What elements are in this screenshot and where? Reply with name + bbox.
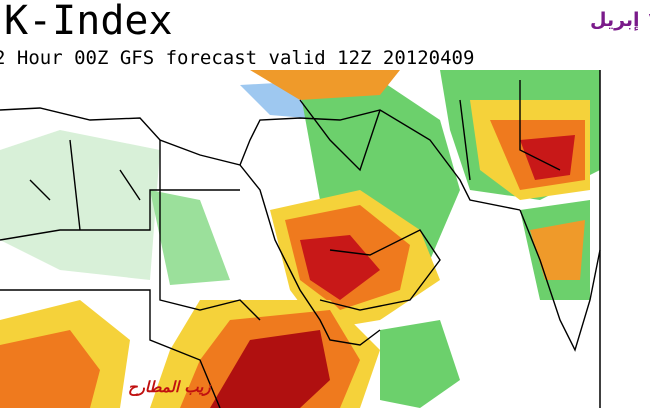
field-red [300, 235, 380, 300]
field-orange [0, 330, 100, 408]
field-pale-green [0, 130, 160, 280]
coastline [519, 209, 601, 352]
map-title: K-Index [4, 0, 173, 44]
field-red [520, 135, 575, 180]
field-orange [250, 70, 400, 100]
border [299, 80, 561, 181]
field-green [150, 190, 230, 285]
coastline [319, 229, 441, 311]
border [0, 139, 221, 408]
field-red [210, 330, 330, 408]
watermark: زيب المطارح [128, 378, 211, 396]
border [29, 169, 141, 201]
field-green [380, 320, 460, 408]
map-subtitle: 2 Hour 00Z GFS forecast valid 12Z 201204… [0, 47, 474, 69]
arabic-caption: الحمل الحراري حتى نهاية ١١ إبريل [590, 9, 650, 32]
border [159, 140, 261, 321]
field-orange [530, 220, 585, 280]
border [0, 189, 240, 241]
k-index-field [0, 70, 600, 408]
country-borders [0, 70, 601, 408]
header-band [0, 0, 650, 70]
coastline [0, 107, 381, 346]
coastline [239, 109, 521, 211]
